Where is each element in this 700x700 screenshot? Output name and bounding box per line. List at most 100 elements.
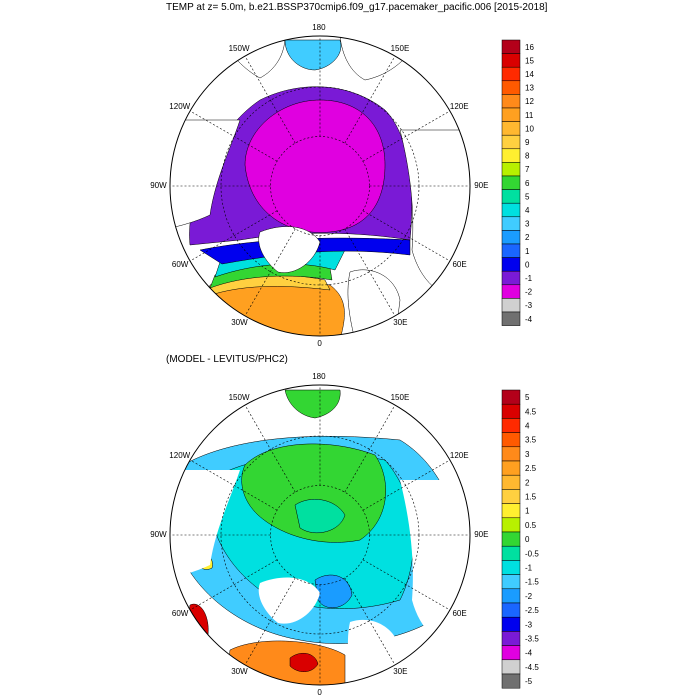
colorbar-tick-label: 2 bbox=[525, 478, 530, 487]
longitude-label: 30E bbox=[393, 666, 408, 676]
colorbar-swatch bbox=[501, 189, 521, 204]
longitude-label: 0 bbox=[317, 688, 322, 697]
colorbar-swatch bbox=[501, 148, 521, 163]
colorbar-swatch bbox=[501, 175, 521, 190]
colorbar-swatch bbox=[501, 389, 521, 405]
colorbar-tick-label: 13 bbox=[525, 84, 534, 93]
colorbar-swatch bbox=[501, 270, 521, 286]
colorbar-tick-label: -1 bbox=[525, 274, 533, 283]
longitude-label: 60W bbox=[171, 260, 189, 269]
bottom-teal-patch bbox=[294, 499, 346, 534]
top-plot-title: TEMP at z= 5.0m, b.e21.BSSP370cmip6.f09_… bbox=[166, 2, 548, 13]
top-bering-cyan bbox=[284, 39, 342, 71]
colorbar-tick-label: 11 bbox=[525, 111, 534, 120]
colorbar-swatch bbox=[501, 560, 521, 575]
colorbar-tick-label: -1 bbox=[525, 564, 533, 573]
bottom-plot-title: (MODEL - LEVITUS/PHC2) bbox=[166, 354, 288, 365]
colorbar-tick-label: -4 bbox=[525, 649, 533, 658]
colorbar-tick-label: 0 bbox=[525, 535, 530, 544]
colorbar-swatch bbox=[501, 66, 521, 82]
meridian-line bbox=[244, 577, 296, 666]
longitude-label: 150E bbox=[390, 393, 410, 403]
colorbar-swatch bbox=[501, 659, 521, 675]
colorbar-tick-label: 3.5 bbox=[525, 436, 537, 445]
colorbar-swatch bbox=[501, 121, 521, 136]
bottom-map-fields bbox=[170, 385, 470, 685]
colorbar-tick-label: -0.5 bbox=[525, 549, 539, 558]
colorbar-swatch bbox=[501, 418, 521, 433]
colorbar-swatch bbox=[501, 602, 521, 618]
longitude-label: 150W bbox=[228, 393, 250, 403]
colorbar-swatch bbox=[501, 107, 521, 122]
longitude-label: 120E bbox=[449, 451, 469, 460]
colorbar-tick-label: 6 bbox=[525, 179, 530, 188]
longitude-label: 90W bbox=[150, 181, 167, 190]
colorbar-swatch bbox=[501, 673, 521, 689]
meridian-line bbox=[344, 228, 396, 317]
top-greenland-land bbox=[258, 226, 321, 273]
colorbar-swatch bbox=[501, 243, 521, 258]
colorbar-swatch bbox=[501, 403, 521, 419]
meridian-line bbox=[344, 577, 396, 666]
longitude-label: 60W bbox=[171, 609, 189, 618]
bottom-map-graticule bbox=[170, 385, 470, 685]
bottom-north-america-land bbox=[170, 470, 240, 578]
colorbar-swatch bbox=[501, 460, 521, 476]
meridian-line bbox=[362, 459, 451, 511]
longitude-label: 60E bbox=[452, 260, 467, 269]
bottom-colorbar: 5 4.5 4 3.5 3 2.5 2 1.5 1 0.5 0 -0.5 -1 -1.5 -2 -2.5 -3 -… bbox=[501, 389, 539, 689]
colorbar-tick-label: 0.5 bbox=[525, 521, 537, 530]
colorbar-swatch bbox=[501, 202, 521, 218]
colorbar-swatch bbox=[501, 39, 521, 54]
meridian-line bbox=[344, 55, 396, 144]
colorbar-tick-label: -2 bbox=[525, 288, 533, 297]
colorbar-tick-label: 4 bbox=[525, 206, 530, 215]
colorbar-tick-label: 14 bbox=[525, 70, 534, 79]
colorbar-tick-label: -1.5 bbox=[525, 578, 539, 587]
colorbar-swatch bbox=[501, 474, 521, 490]
colorbar-tick-label: 9 bbox=[525, 138, 530, 147]
bottom-bering-green bbox=[284, 389, 341, 419]
colorbar-swatch bbox=[501, 645, 521, 661]
colorbar-tick-label: 4.5 bbox=[525, 407, 537, 416]
colorbar-tick-label: 7 bbox=[525, 165, 530, 174]
colorbar-swatch bbox=[501, 53, 521, 68]
colorbar-tick-label: -3 bbox=[525, 301, 533, 310]
longitude-label: 180 bbox=[312, 23, 326, 32]
colorbar-swatch bbox=[501, 230, 521, 245]
colorbar-swatch bbox=[501, 446, 521, 462]
colorbar-tick-label: 2.5 bbox=[525, 464, 537, 473]
longitude-label: 60E bbox=[452, 609, 467, 618]
colorbar-swatch bbox=[501, 503, 521, 519]
top-map-graticule bbox=[170, 36, 470, 336]
colorbar-tick-label: 1 bbox=[525, 247, 530, 256]
colorbar-tick-label: -2.5 bbox=[525, 606, 539, 615]
colorbar-swatch bbox=[501, 298, 521, 313]
meridian-line bbox=[189, 459, 278, 511]
colorbar-tick-label: -3 bbox=[525, 620, 533, 629]
meridian-line bbox=[244, 404, 296, 493]
longitude-label: 30E bbox=[393, 317, 408, 327]
colorbar-tick-label: 0 bbox=[525, 260, 530, 269]
colorbar-swatch bbox=[501, 134, 521, 150]
colorbar-tick-label: 1.5 bbox=[525, 493, 537, 502]
longitude-label: 120E bbox=[449, 102, 469, 111]
longitude-label: 90W bbox=[150, 530, 167, 539]
colorbar-swatch bbox=[501, 162, 521, 177]
colorbar-swatch bbox=[501, 574, 521, 590]
bottom-greenland-land bbox=[258, 577, 320, 624]
colorbar-swatch bbox=[501, 631, 521, 646]
colorbar-tick-label: 3 bbox=[525, 450, 530, 459]
colorbar-tick-label: 10 bbox=[525, 124, 534, 133]
colorbar-swatch bbox=[501, 588, 521, 604]
bottom-orange-field bbox=[224, 640, 346, 685]
colorbar-tick-label: -4.5 bbox=[525, 663, 539, 672]
longitude-label: 90E bbox=[474, 181, 489, 190]
meridian-line bbox=[244, 228, 296, 317]
meridian-line bbox=[362, 110, 451, 162]
colorbar-tick-label: -3.5 bbox=[525, 635, 539, 644]
longitude-label: 30W bbox=[231, 317, 248, 327]
colorbar-swatch bbox=[501, 545, 521, 561]
